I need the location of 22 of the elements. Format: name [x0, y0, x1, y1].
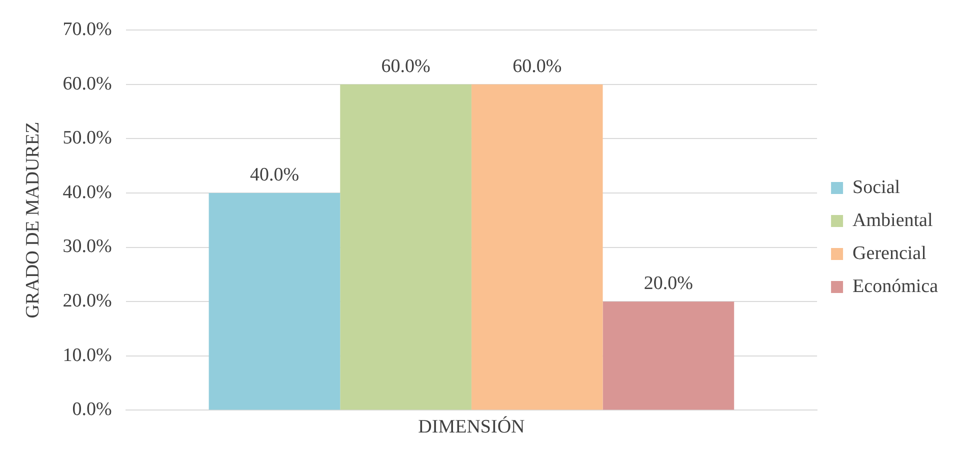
legend-label: Económica — [852, 276, 939, 297]
data-label: 40.0% — [250, 164, 300, 186]
legend-label: Gerencial — [852, 242, 926, 264]
data-label: 60.0% — [381, 56, 431, 77]
y-tick-label: 70.0% — [62, 18, 112, 40]
x-tick-label: DIMENSIÓN — [418, 416, 526, 438]
data-label: 20.0% — [644, 273, 694, 294]
data-label: 60.0% — [512, 56, 562, 77]
bar — [602, 302, 734, 410]
bar — [208, 192, 340, 410]
y-tick-label: 50.0% — [62, 128, 112, 149]
y-tick-label: 10.0% — [62, 344, 112, 366]
y-axis-title: GRADO DE MADUREZ — [22, 122, 44, 318]
legend-label: Ambiental — [852, 210, 933, 231]
y-tick-label: 0.0% — [72, 399, 112, 420]
y-tick-label: 40.0% — [62, 182, 112, 203]
y-tick-label: 20.0% — [62, 290, 112, 312]
y-tick-label: 60.0% — [62, 73, 112, 94]
y-tick-label: 30.0% — [62, 236, 112, 258]
bar — [340, 84, 472, 410]
bar — [471, 84, 603, 410]
legend-label: Social — [852, 176, 900, 198]
